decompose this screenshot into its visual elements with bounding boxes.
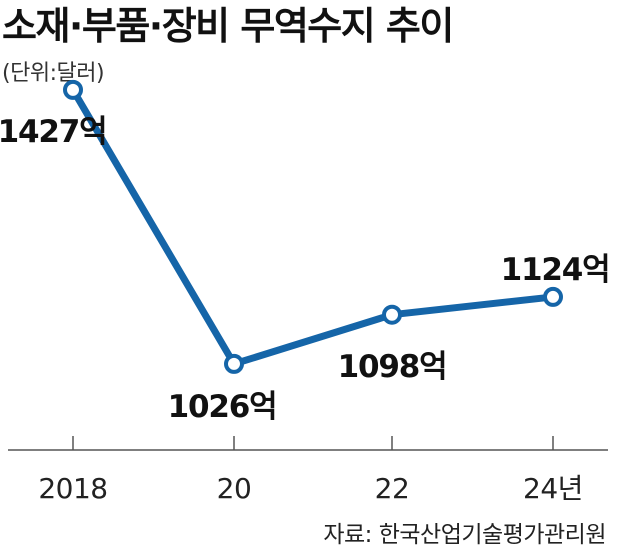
data-label: 1098억 (338, 349, 447, 385)
data-point-marker (224, 353, 244, 374)
data-point-marker (63, 79, 83, 100)
data-point-marker (382, 304, 402, 325)
chart-unit-note: (단위:달러) (2, 61, 105, 86)
data-label: 1124억 (501, 252, 610, 288)
x-tick-label: 22 (375, 472, 410, 505)
data-label: 1427억 (0, 114, 106, 150)
x-tick-label: 2018 (38, 472, 107, 505)
data-label: 1026억 (168, 389, 277, 425)
chart-title: 소재·부품·장비 무역수지 추이 (2, 4, 454, 48)
x-tick-label: 24년 (523, 472, 583, 505)
data-point-marker (543, 286, 563, 307)
x-tick-label: 20 (217, 472, 252, 505)
series-line (69, 86, 557, 368)
source-note: 자료: 한국산업기술평가관리원 (323, 522, 606, 548)
